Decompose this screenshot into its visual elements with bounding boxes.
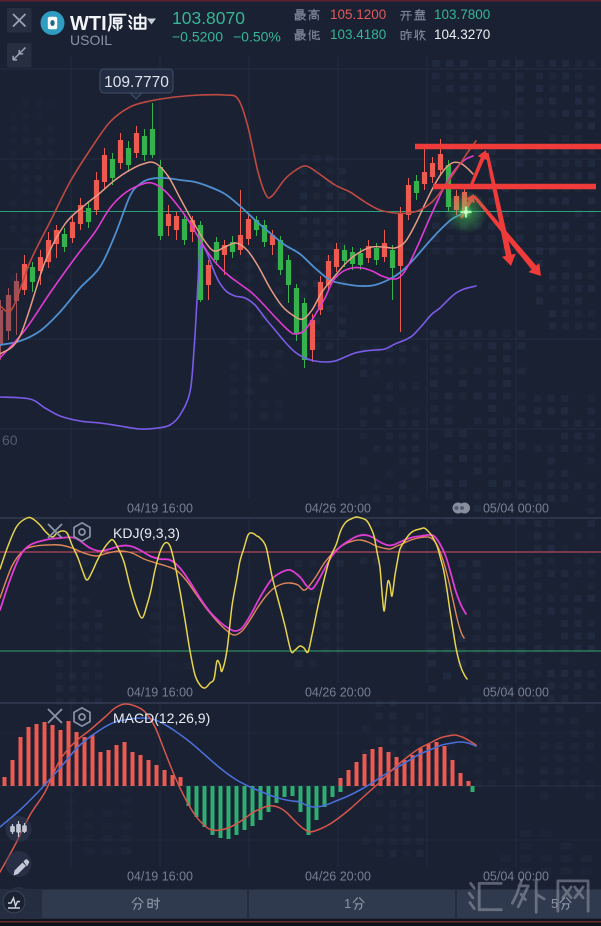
svg-text:−0.5200: −0.5200 bbox=[172, 29, 223, 45]
svg-text:04/19 16:00: 04/19 16:00 bbox=[127, 686, 193, 700]
svg-text:04/19 16:00: 04/19 16:00 bbox=[127, 870, 193, 884]
svg-text:04/19 16:00: 04/19 16:00 bbox=[127, 502, 193, 516]
svg-text:109.7770: 109.7770 bbox=[104, 74, 169, 91]
svg-text:−0.50%: −0.50% bbox=[233, 29, 281, 45]
svg-text:WTI: WTI bbox=[70, 13, 107, 35]
svg-text:04/26 20:00: 04/26 20:00 bbox=[305, 502, 371, 516]
svg-text:5: 5 bbox=[551, 896, 558, 911]
svg-text:KDJ(9,3,3): KDJ(9,3,3) bbox=[113, 525, 180, 541]
svg-text:103.7800: 103.7800 bbox=[434, 7, 490, 22]
svg-text:MACD(12,26,9): MACD(12,26,9) bbox=[113, 710, 210, 726]
svg-text:103.8070: 103.8070 bbox=[172, 8, 245, 28]
svg-text:04/26 20:00: 04/26 20:00 bbox=[305, 686, 371, 700]
svg-text:05/04 00:00: 05/04 00:00 bbox=[483, 870, 549, 884]
svg-text:103.4180: 103.4180 bbox=[330, 27, 386, 42]
svg-text:104.3270: 104.3270 bbox=[434, 27, 490, 42]
svg-text:05/04 00:00: 05/04 00:00 bbox=[483, 502, 549, 516]
svg-text:105.1200: 105.1200 bbox=[330, 7, 386, 22]
svg-text:05/04 00:00: 05/04 00:00 bbox=[483, 686, 549, 700]
svg-text:04/26 20:00: 04/26 20:00 bbox=[305, 870, 371, 884]
svg-text:60: 60 bbox=[2, 432, 18, 448]
svg-text:1: 1 bbox=[344, 896, 351, 911]
svg-text:USOIL: USOIL bbox=[70, 32, 112, 48]
